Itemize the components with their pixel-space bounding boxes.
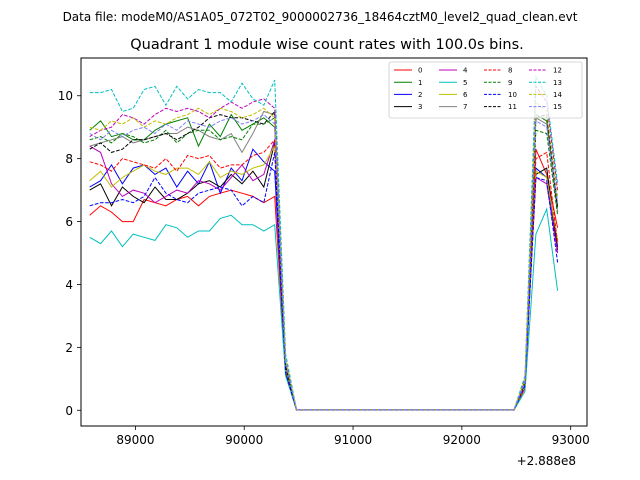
legend-box (388, 61, 583, 119)
y-tick-label: 2 (65, 341, 73, 355)
plot-frame (80, 57, 588, 427)
legend-label-6: 6 (463, 91, 468, 99)
legend-label-4: 4 (463, 67, 468, 75)
series-line-11 (89, 110, 559, 411)
legend-label-14: 14 (553, 91, 562, 99)
series-line-0 (89, 149, 559, 411)
x-tick-label: 93000 (552, 433, 590, 447)
x-axis: 89000 90000 91000 92000 93000 (116, 426, 590, 447)
series-line-13 (89, 75, 559, 411)
legend-label-9: 9 (508, 79, 512, 87)
legend-label-15: 15 (553, 103, 562, 111)
legend-label-3: 3 (418, 103, 422, 111)
legend-label-0: 0 (418, 67, 422, 75)
legend-label-10: 10 (508, 91, 517, 99)
y-tick-label: 6 (65, 215, 73, 229)
legend-label-1: 1 (418, 79, 422, 87)
series-line-14 (89, 100, 559, 411)
series-line-15 (89, 113, 559, 411)
series-line-1 (89, 113, 559, 411)
y-tick-label: 4 (65, 278, 73, 292)
series-line-9 (89, 116, 559, 411)
x-tick-label: 91000 (334, 433, 372, 447)
y-tick-label: 0 (65, 404, 73, 418)
legend-label-13: 13 (553, 79, 562, 87)
series-line-5 (89, 207, 559, 411)
legend-label-2: 2 (418, 91, 422, 99)
legend-label-8: 8 (508, 67, 512, 75)
series-line-8 (89, 138, 559, 411)
file-suptitle: Data file: modeM0/AS1A05_072T02_90000027… (63, 10, 578, 24)
x-tick-label: 89000 (116, 433, 154, 447)
y-tick-label: 8 (65, 152, 73, 166)
legend-label-12: 12 (553, 67, 562, 75)
legend-label-7: 7 (463, 103, 467, 111)
x-offset-label: +2.888e8 (517, 454, 576, 468)
x-tick-label: 90000 (225, 433, 263, 447)
x-tick-label: 92000 (443, 433, 481, 447)
legend-label-5: 5 (463, 79, 467, 87)
series-layer (89, 75, 559, 411)
legend-label-11: 11 (508, 103, 517, 111)
series-line-3 (89, 142, 559, 411)
y-axis: 0 2 4 6 8 10 (58, 89, 81, 418)
series-line-4 (89, 139, 559, 411)
series-line-7 (89, 110, 559, 411)
series-line-2 (89, 148, 559, 411)
y-tick-label: 10 (58, 89, 73, 103)
series-line-10 (89, 152, 559, 411)
chart-title: Quadrant 1 module wise count rates with … (130, 37, 524, 53)
series-line-6 (89, 144, 559, 411)
